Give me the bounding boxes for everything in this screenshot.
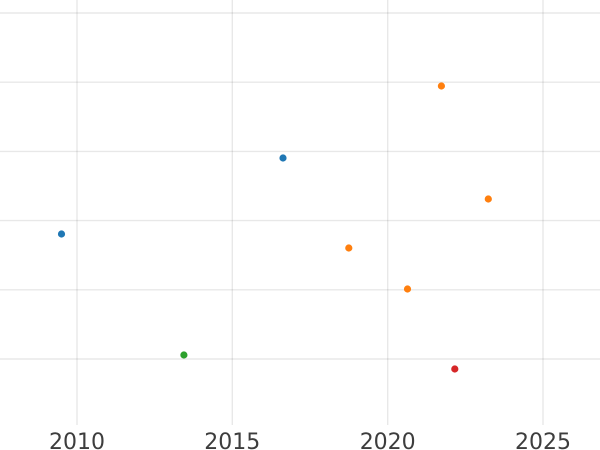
- scatter-point-blue: [57, 230, 66, 238]
- scatter-point-blue: [279, 154, 287, 162]
- scatter-point-green: [180, 351, 188, 359]
- scatter-point-red: [451, 365, 459, 373]
- scatter-point-orange: [403, 285, 412, 293]
- x-tick-label: 2020: [360, 430, 416, 450]
- x-tick-label: 2025: [515, 430, 571, 450]
- scatter-point-orange: [345, 244, 353, 252]
- x-tick-label: 2010: [49, 430, 105, 450]
- scatter-point-orange: [437, 82, 445, 90]
- scatter-point-orange: [484, 195, 492, 203]
- x-tick-label: 2015: [204, 430, 260, 450]
